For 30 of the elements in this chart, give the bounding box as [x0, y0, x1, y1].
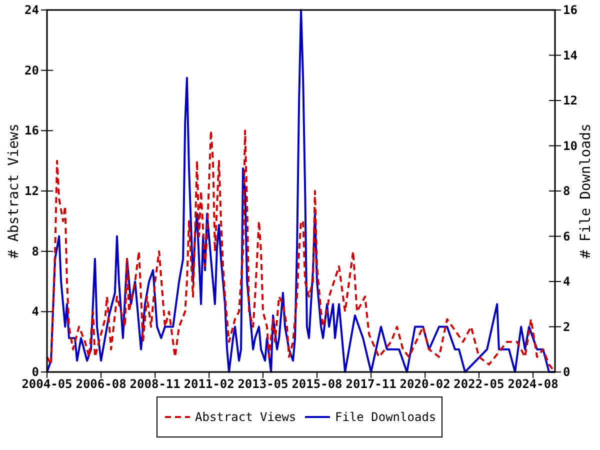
- y-tick-label: 8: [32, 244, 39, 258]
- x-tick-label: 2015-08: [292, 377, 342, 391]
- y2-tick-label: 12: [563, 94, 578, 108]
- y-tick-label: 16: [24, 124, 39, 138]
- y2-axis-title: # File Downloads: [578, 124, 594, 258]
- y-tick-label: 20: [24, 63, 39, 78]
- y2-tick-label: 4: [563, 274, 570, 288]
- y2-tick-label: 10: [563, 138, 578, 153]
- y2-tick-label: 0: [563, 365, 570, 379]
- x-tick-label: 2024-08: [508, 377, 558, 391]
- x-tick-label: 2008-11: [130, 377, 180, 391]
- y-tick-label: 12: [24, 184, 39, 198]
- y2-tick-label: 8: [563, 184, 570, 198]
- y2-tick-label: 6: [563, 229, 570, 244]
- y-tick-label: 24: [24, 3, 39, 17]
- y-axis-title: # Abstract Views: [6, 124, 22, 258]
- x-tick-label: 2022-05: [454, 377, 504, 391]
- x-tick-label: 2004-05: [22, 377, 72, 391]
- y-tick-label: 0: [32, 365, 39, 379]
- y2-tick-label: 2: [563, 320, 570, 334]
- legend-label: File Downloads: [335, 410, 436, 424]
- x-tick-label: 2006-08: [76, 377, 126, 391]
- y-tick-label: 4: [32, 304, 39, 319]
- legend-label: Abstract Views: [195, 410, 296, 424]
- x-tick-label: 2020-02: [400, 377, 450, 391]
- y2-tick-label: 16: [563, 3, 578, 17]
- x-tick-label: 2011-02: [184, 377, 234, 391]
- x-tick-label: 2017-11: [346, 377, 396, 391]
- x-tick-label: 2013-05: [238, 377, 288, 391]
- y2-tick-label: 14: [563, 48, 578, 62]
